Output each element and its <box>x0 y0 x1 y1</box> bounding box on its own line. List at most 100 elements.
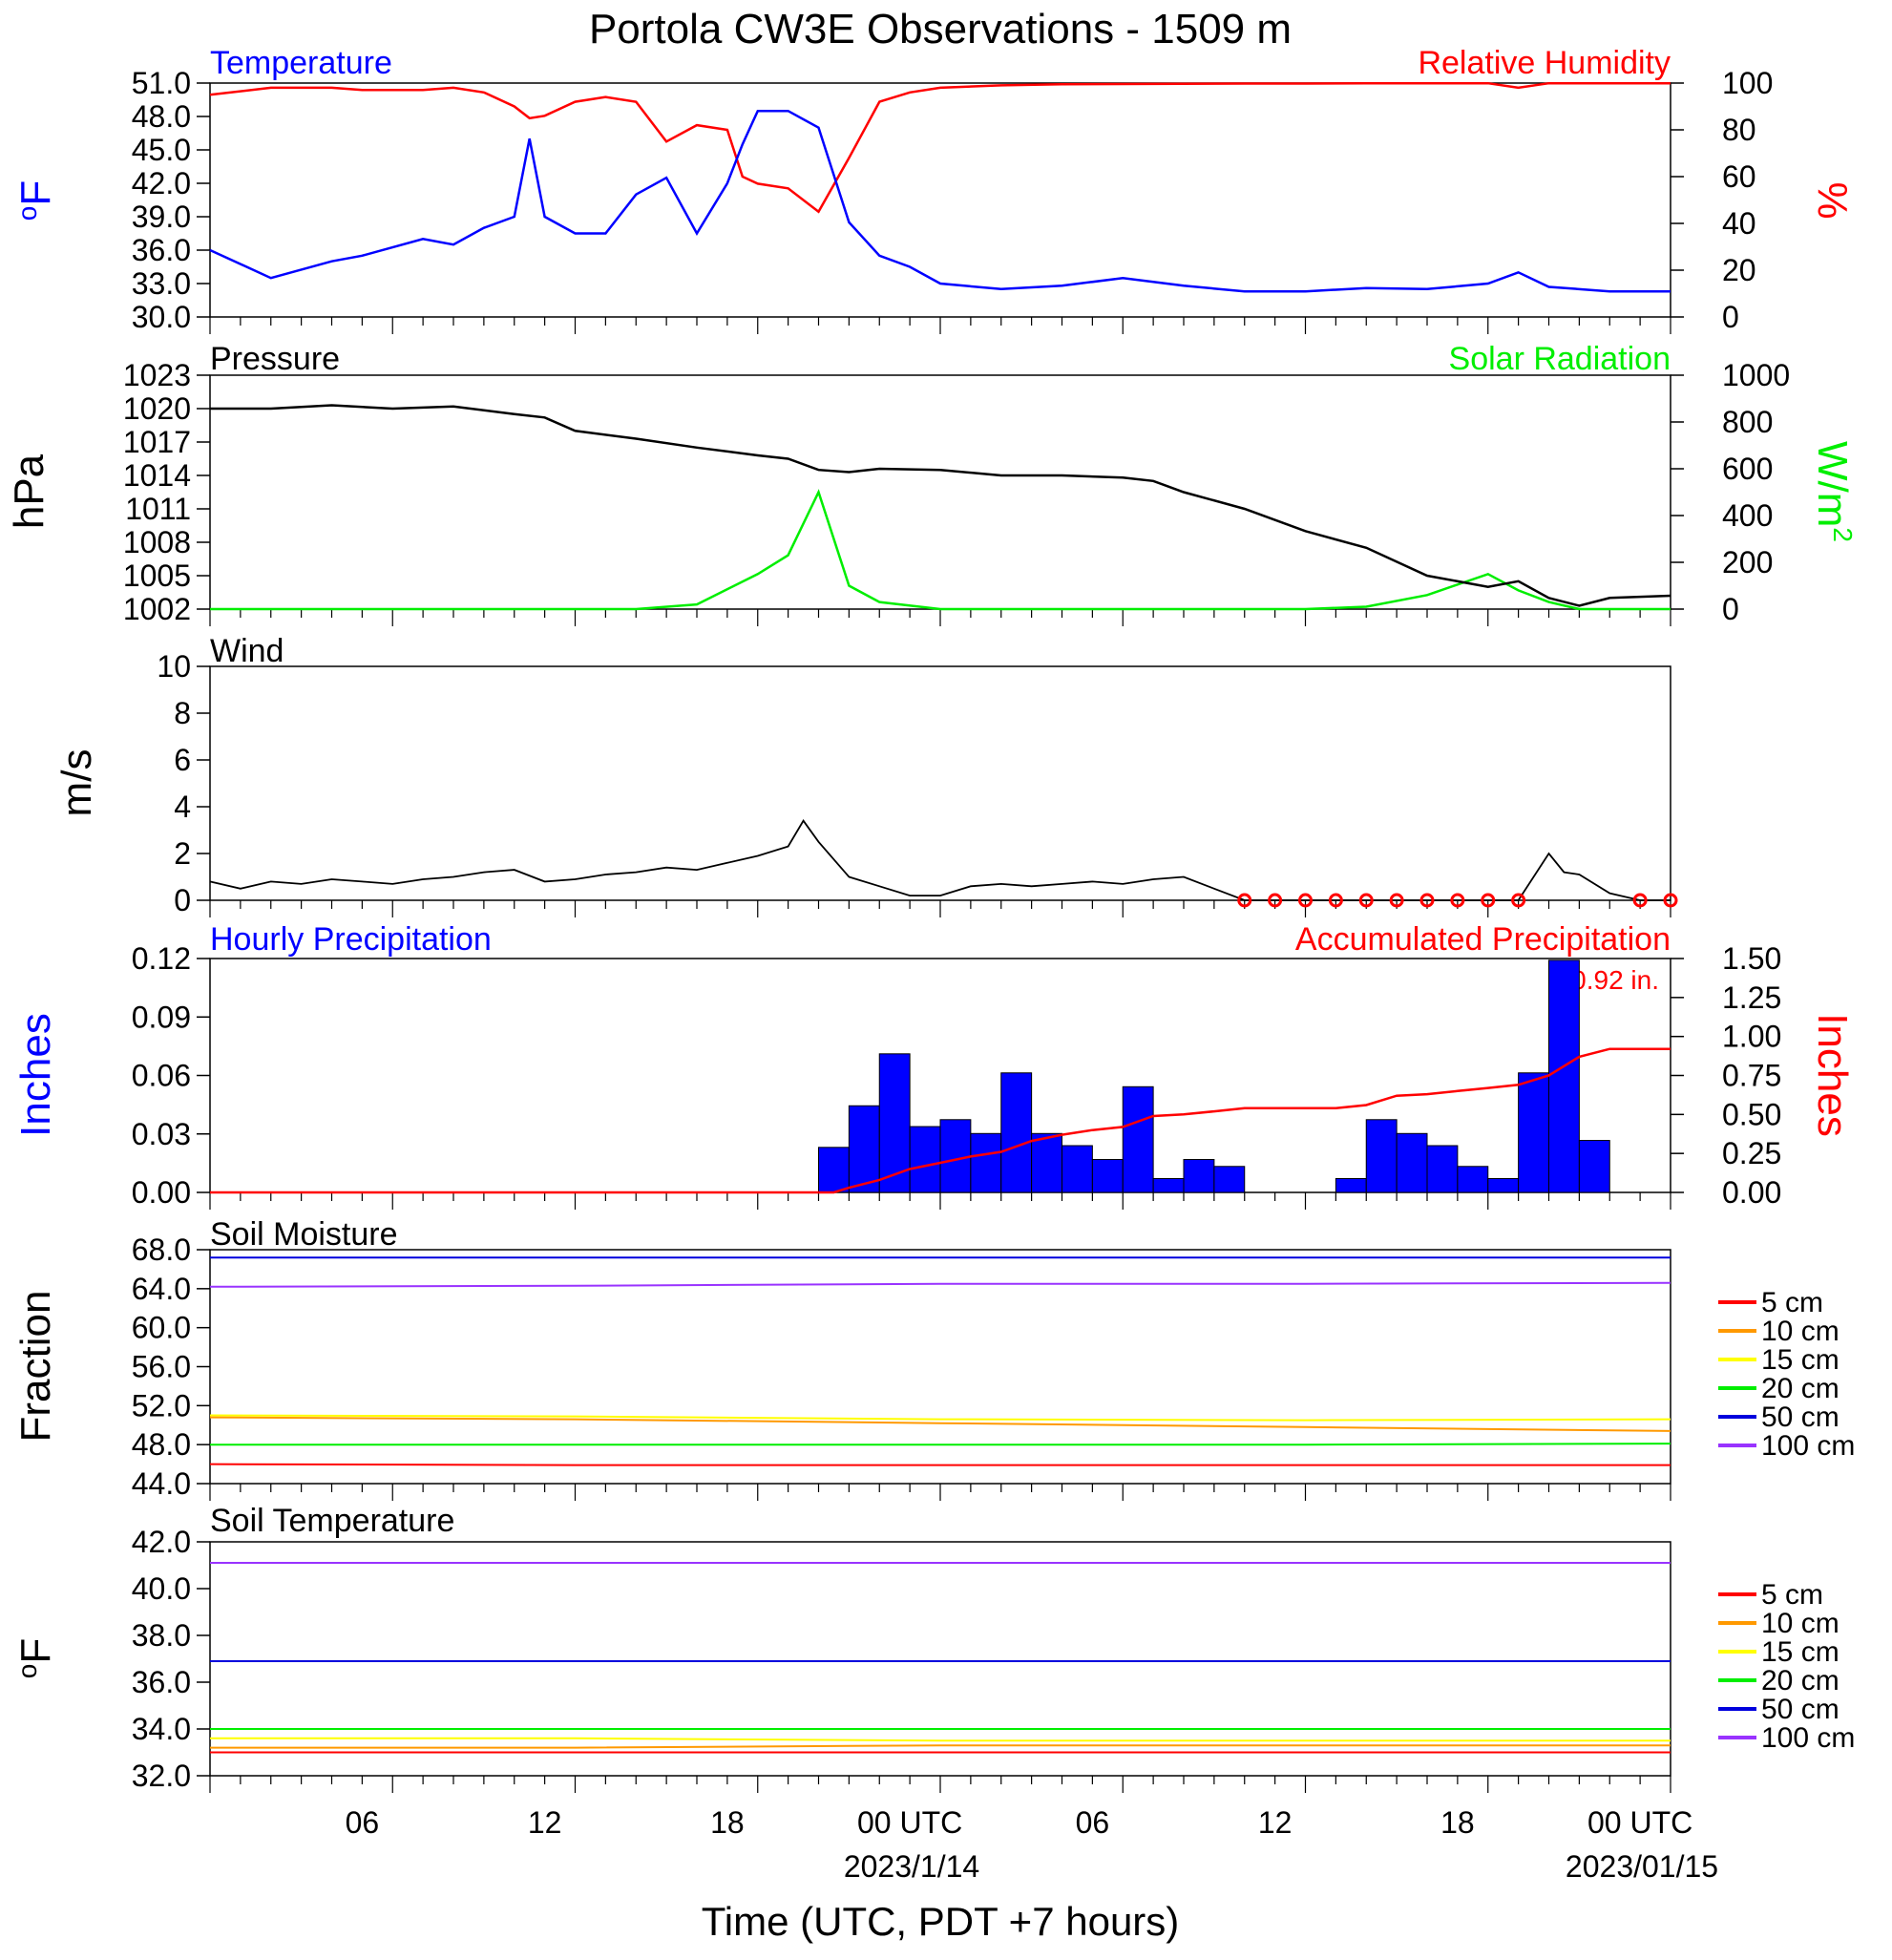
calm-wind-marker <box>1511 893 1526 908</box>
y-tick-label: 68.0 <box>132 1233 191 1267</box>
precip-bar <box>1365 1119 1398 1193</box>
legend-label: 50 cm <box>1761 1402 1839 1433</box>
legend-label: 15 cm <box>1761 1636 1839 1668</box>
y-tick-label: 1008 <box>123 525 191 559</box>
x-tick-label: 06 <box>346 1805 380 1840</box>
y-tick-label: 48.0 <box>132 99 191 134</box>
precip-bar <box>1031 1132 1062 1193</box>
y-tick-label: 64.0 <box>132 1272 191 1306</box>
x-tick-label: 00 UTC <box>857 1805 962 1840</box>
y-tick-label: 0.00 <box>132 1175 191 1210</box>
soil-series-line <box>210 1744 1671 1749</box>
accum-total-label: 0.92 in. <box>1571 965 1659 995</box>
y-tick-label-right: 200 <box>1722 545 1773 580</box>
legend-label: 5 cm <box>1761 1579 1823 1611</box>
y-tick-label-right: 0.50 <box>1722 1097 1781 1131</box>
calm-wind-marker <box>1358 893 1374 908</box>
x-tick-label: 00 UTC <box>1587 1805 1692 1840</box>
y-tick-label: 60.0 <box>132 1311 191 1345</box>
temperature-axis-label: oF <box>12 180 59 221</box>
precip-bar <box>1518 1072 1549 1193</box>
calm-wind-marker <box>1298 893 1313 908</box>
x-tick-label: 12 <box>1258 1805 1293 1840</box>
calm-wind-marker <box>1328 893 1343 908</box>
y-tick-label: 0.09 <box>132 1000 191 1034</box>
hourly-precip-axis-label: Inches <box>12 1013 59 1137</box>
accum-precip-line <box>210 1047 1671 1194</box>
soil-series-line <box>210 1737 1671 1742</box>
y-tick-label-right: 0.75 <box>1722 1059 1781 1093</box>
y-tick-label-right: 80 <box>1722 113 1756 147</box>
precip-bar <box>1335 1177 1367 1193</box>
y-tick-label: 0.06 <box>132 1059 191 1093</box>
soil-series-line <box>209 1281 1671 1288</box>
precip-bar <box>939 1119 972 1193</box>
y-tick-label: 36.0 <box>132 1665 191 1699</box>
y-tick-label: 51.0 <box>132 66 191 100</box>
precip-bar <box>1062 1145 1093 1193</box>
legend-label: 20 cm <box>1761 1665 1839 1697</box>
y-tick-label-right: 100 <box>1722 66 1773 100</box>
calm-wind-marker <box>1481 893 1496 908</box>
precip-bar <box>909 1126 941 1193</box>
precip-bar <box>848 1105 880 1193</box>
wind-speed-line <box>209 819 1671 901</box>
accum-precip-title: Accumulated Precipitation <box>1295 921 1671 958</box>
precip-bar <box>970 1132 1002 1193</box>
wind-axis-label: m/s <box>53 749 100 817</box>
y-tick-label: 56.0 <box>132 1350 191 1384</box>
date-label-2: 2023/01/15 <box>1566 1849 1718 1884</box>
y-tick-label-right: 0 <box>1722 300 1739 334</box>
y-tick-label: 45.0 <box>132 133 191 167</box>
y-tick-label: 42.0 <box>132 166 191 200</box>
y-tick-label-right: 20 <box>1722 253 1756 287</box>
legend-label: 10 cm <box>1761 1316 1839 1347</box>
y-tick-label: 39.0 <box>132 200 191 234</box>
y-tick-label-right: 600 <box>1722 452 1773 486</box>
pressure-title: Pressure <box>210 341 340 377</box>
calm-wind-marker <box>1268 893 1283 908</box>
solar-axis-label: W/m2 <box>1809 441 1858 542</box>
y-tick-label: 0.12 <box>132 941 191 976</box>
soil-temperature-axis-label: oF <box>12 1638 59 1678</box>
y-tick-label-right: 1.50 <box>1722 941 1781 976</box>
y-tick-label-right: 800 <box>1722 405 1773 439</box>
calm-wind-marker <box>1419 893 1435 908</box>
y-tick-label: 42.0 <box>132 1525 191 1559</box>
humidity-line <box>209 81 1671 214</box>
y-tick-label: 10 <box>157 649 191 684</box>
y-tick-label: 1011 <box>125 492 191 526</box>
y-tick-label: 44.0 <box>132 1466 191 1501</box>
x-tick-label: 06 <box>1076 1805 1110 1840</box>
y-tick-label: 1005 <box>123 558 191 593</box>
legend-label: 50 cm <box>1761 1694 1839 1725</box>
calm-wind-marker <box>1237 893 1252 908</box>
y-tick-label: 6 <box>174 743 191 777</box>
date-label-1: 2023/1/14 <box>844 1849 979 1884</box>
y-tick-label: 52.0 <box>132 1388 191 1423</box>
calm-wind-marker <box>1450 893 1465 908</box>
accum-precip-axis-label: Inches <box>1809 1013 1856 1137</box>
precip-bar <box>1396 1132 1428 1193</box>
legend-label: 100 cm <box>1761 1722 1855 1754</box>
soil-moisture-title: Soil Moisture <box>210 1216 398 1253</box>
y-tick-label: 40.0 <box>132 1571 191 1606</box>
precip-bar <box>1426 1145 1459 1193</box>
y-tick-label-right: 1.25 <box>1722 980 1781 1015</box>
legend-label: 15 cm <box>1761 1344 1839 1376</box>
precip-bar <box>1091 1159 1124 1193</box>
precip-bar <box>1152 1177 1185 1193</box>
soil-moisture-axis-label: Fraction <box>12 1291 59 1443</box>
soil-series-line <box>209 1416 1671 1432</box>
precip-bar <box>1457 1166 1489 1193</box>
precip-bar <box>1548 959 1580 1193</box>
y-tick-label: 0.03 <box>132 1117 191 1151</box>
y-tick-label: 1020 <box>123 391 191 426</box>
soil-temperature-title: Soil Temperature <box>210 1503 454 1539</box>
wind-title: Wind <box>210 633 284 669</box>
solar-line <box>210 489 1671 611</box>
y-tick-label-right: 60 <box>1722 159 1756 194</box>
pressure-axis-label: hPa <box>6 453 53 529</box>
y-tick-label: 1014 <box>123 458 191 493</box>
